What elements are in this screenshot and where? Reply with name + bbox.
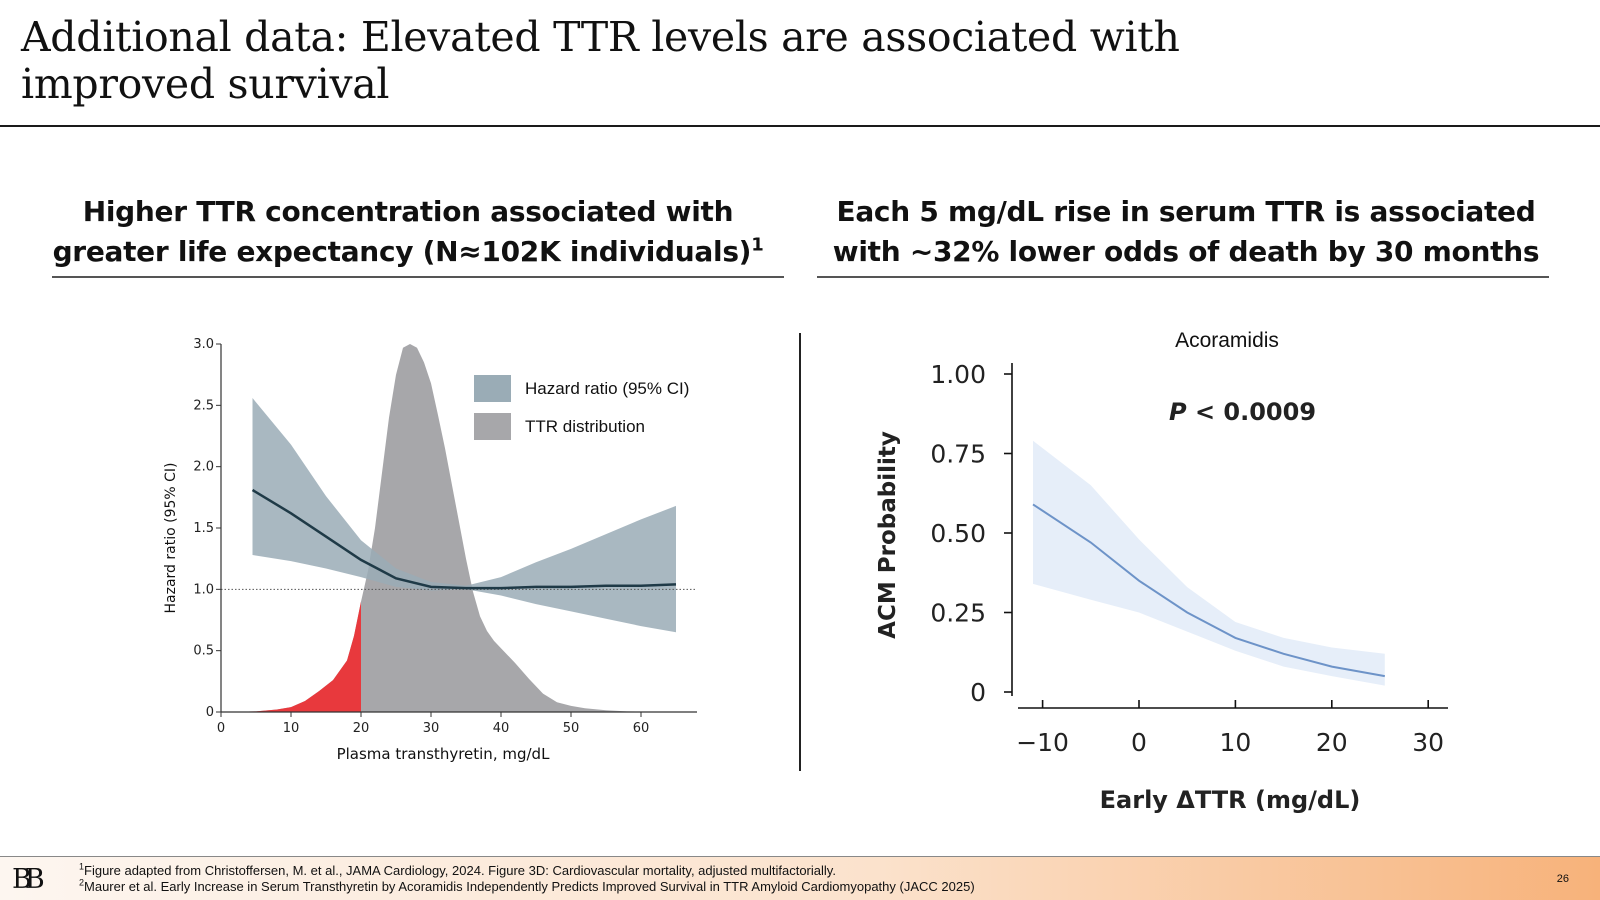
y-axis-label: Hazard ratio (95% CI) [163, 462, 179, 613]
panel-divider [799, 333, 801, 771]
y-tick-label: 1.0 [193, 582, 214, 597]
y-tick-label: 1.5 [193, 521, 214, 536]
x-tick-label: 0 [1131, 728, 1147, 757]
y-tick-label: 0.5 [193, 644, 214, 659]
y-tick-label: 0.75 [930, 440, 986, 469]
y-tick-label: 2.5 [193, 398, 214, 413]
y-tick-label: 0.25 [930, 599, 986, 628]
p-value-annotation: P < 0.0009 [1169, 398, 1316, 426]
company-logo: BB [12, 864, 45, 895]
left-panel-heading: Higher TTR concentration associated with… [48, 192, 768, 272]
x-tick-label: 20 [1316, 728, 1348, 757]
legend-label-hazard-ratio: Hazard ratio (95% CI) [525, 379, 689, 398]
x-tick-label: 50 [563, 721, 580, 736]
left-heading-footnote-ref: 1 [751, 234, 764, 256]
y-tick-label: 1.00 [930, 360, 986, 389]
acm-probability-line [1032, 503, 1385, 678]
right-heading-rule [817, 276, 1549, 278]
x-tick-label: −10 [1016, 728, 1069, 757]
low-ttr-highlight-area [221, 601, 361, 712]
x-axis-label: Early ΔTTR (mg/dL) [1100, 786, 1361, 814]
x-tick-label: 40 [493, 721, 510, 736]
chart-title-acoramidis: Acoramidis [1175, 329, 1279, 352]
page-number: 26 [1556, 873, 1569, 885]
p-value-text: < 0.0009 [1187, 398, 1316, 426]
y-axis-label: ACM Probability [875, 431, 901, 639]
x-tick-label: 10 [1219, 728, 1251, 757]
hazard-ratio-line [251, 488, 677, 590]
legend-label-ttr-distribution: TTR distribution [525, 417, 645, 436]
right-heading-line1: Each 5 mg/dL rise in serum TTR is associ… [836, 195, 1536, 228]
y-tick-label: 0 [970, 678, 986, 707]
footer: BB 1Figure adapted from Christoffersen, … [0, 857, 1600, 900]
y-tick-label: 0 [206, 705, 214, 720]
left-heading-line1: Higher TTR concentration associated with [82, 195, 734, 228]
footer-rule [0, 856, 1600, 857]
legend-swatch-ttr-distribution [474, 413, 511, 440]
acm-ci-band [1033, 440, 1385, 686]
x-tick-label: 10 [283, 721, 300, 736]
y-tick-label: 2.0 [193, 460, 214, 475]
x-tick-label: 60 [633, 721, 650, 736]
hazard-ratio-ci-band [252, 398, 676, 633]
p-value-symbol: P [1169, 398, 1187, 426]
legend-swatch-hazard-ratio [474, 375, 511, 402]
y-tick-label: 0.50 [930, 519, 986, 548]
y-tick-label: 3.0 [193, 337, 214, 352]
x-tick-label: 0 [217, 721, 225, 736]
x-tick-label: 30 [1412, 728, 1444, 757]
right-heading-line2: with ~32% lower odds of death by 30 mont… [832, 235, 1540, 268]
x-tick-label: 20 [353, 721, 370, 736]
x-tick-label: 30 [423, 721, 440, 736]
title-divider [0, 125, 1600, 127]
left-heading-line2: greater life expectancy (N≈102K individu… [52, 235, 752, 268]
left-heading-rule [52, 276, 784, 278]
footnote-2: 2Maurer et al. Early Increase in Serum T… [79, 877, 975, 894]
footnote-1: 1Figure adapted from Christoffersen, M. … [79, 861, 836, 878]
ttr-distribution-area [221, 344, 676, 712]
right-panel-heading: Each 5 mg/dL rise in serum TTR is associ… [810, 192, 1562, 272]
x-axis-label: Plasma transthyretin, mg/dL [337, 745, 550, 763]
slide-title: Additional data: Elevated TTR levels are… [21, 13, 1180, 108]
